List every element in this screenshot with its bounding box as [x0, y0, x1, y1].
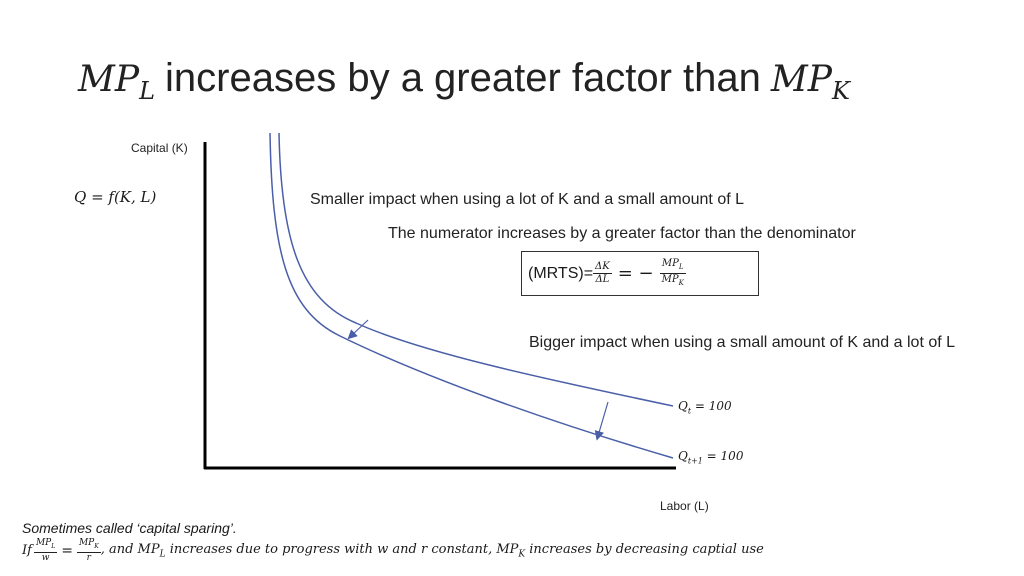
- title-mp-l: MPL: [78, 59, 156, 106]
- footer-formula: If MPL w = MPK r , and MPL increases due…: [22, 538, 764, 564]
- footer-if: If: [22, 543, 32, 559]
- footer-mpk-r-fraction: MPK r: [76, 538, 101, 563]
- footer-equals: =: [61, 542, 73, 559]
- isoquant-qt1-curve: [269, 132, 674, 459]
- mrts-dk-dl-fraction: ΔK ΔL: [593, 261, 612, 285]
- numerator-annotation: The numerator increases by a greater fac…: [388, 225, 856, 242]
- shift-arrow-lower: [594, 401, 609, 441]
- x-axis-label: Labor (L): [660, 499, 709, 513]
- slide-title: MPL increases by a greater factor than M…: [78, 56, 850, 116]
- mrts-mp-fraction: MPL MPK: [659, 258, 686, 287]
- title-mp-k: MPK: [770, 59, 850, 106]
- footer-text: , and MPL increases due to progress with…: [100, 542, 764, 560]
- capital-sparing-note: Sometimes called ‘capital sparing’.: [22, 520, 237, 536]
- bigger-impact-annotation: Bigger impact when using a small amount …: [529, 334, 956, 351]
- footer-mpl-w-fraction: MPL w: [33, 538, 58, 563]
- shift-arrow-upper: [347, 319, 369, 340]
- isoquant-qt-curve: [278, 132, 674, 407]
- mrts-formula-box: (MRTS)= ΔK ΔL = − MPL MPK: [521, 251, 759, 296]
- qt-label: Qt = 100: [678, 399, 732, 416]
- smaller-impact-annotation: Smaller impact when using a lot of K and…: [310, 191, 744, 208]
- qt1-label: Qt+1 = 100: [678, 449, 744, 466]
- title-text: increases by a greater factor than: [165, 56, 761, 100]
- mrts-equals-minus: = −: [617, 263, 654, 284]
- y-axis-label: Capital (K): [131, 141, 188, 155]
- mrts-prefix: (MRTS)=: [528, 264, 594, 282]
- production-function: Q = f(K, L): [74, 188, 157, 206]
